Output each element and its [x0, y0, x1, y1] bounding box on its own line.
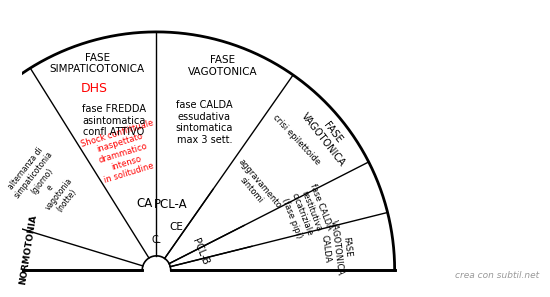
Text: fase CALDA
essudativa
sintomatica
max 3 sett.: fase CALDA essudativa sintomatica max 3 … — [176, 100, 233, 145]
Text: crea con subtil.net: crea con subtil.net — [455, 271, 540, 280]
Text: CA: CA — [136, 197, 153, 210]
Text: NORMOTONIA: NORMOTONIA — [19, 214, 38, 286]
Text: PCL-A: PCL-A — [153, 198, 188, 211]
Text: FASE
VAGOTONICA: FASE VAGOTONICA — [188, 55, 258, 77]
Text: CE: CE — [170, 222, 184, 232]
Text: C: C — [152, 235, 158, 245]
Text: PCL-B: PCL-B — [190, 236, 211, 266]
Text: crisi epilettoide: crisi epilettoide — [271, 113, 322, 166]
Text: fase FREDDA
asintomatica
confl ATTIVO: fase FREDDA asintomatica confl ATTIVO — [81, 104, 146, 138]
Text: Shock conflittuale
inaspettato
drammatico
intenso
in solitudine: Shock conflittuale inaspettato drammatic… — [80, 118, 166, 188]
Text: FASE
VAGOTONICA
CALDA: FASE VAGOTONICA CALDA — [318, 218, 355, 278]
Text: L: L — [155, 235, 161, 245]
Text: FASE
SIMPATICOTONICA: FASE SIMPATICOTONICA — [50, 53, 145, 74]
Text: DHS: DHS — [81, 83, 108, 95]
Text: alternanza di
simpaticotonia
(giorno)
e
vagotonia
(notte): alternanza di simpaticotonia (giorno) e … — [5, 143, 88, 225]
Text: FASE
VAGOTONICA: FASE VAGOTONICA — [299, 104, 356, 168]
Text: aggravamento
sintomi: aggravamento sintomi — [228, 157, 283, 217]
Text: fase CALDA
restitutiva
cicatriziale
(fase pipi): fase CALDA restitutiva cicatriziale (fas… — [279, 183, 334, 243]
